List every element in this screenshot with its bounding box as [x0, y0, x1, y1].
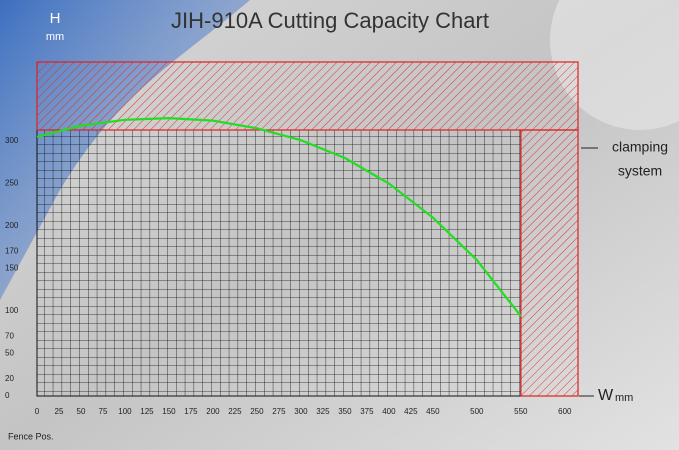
x-tick-label: 350	[338, 407, 352, 416]
background-circle	[550, 0, 679, 130]
capacity-grid	[36, 129, 522, 397]
x-tick-label: 125	[140, 407, 154, 416]
x-tick-label: 375	[360, 407, 374, 416]
y-tick-label: 150	[5, 264, 19, 273]
footer: Fence Pos.	[8, 431, 54, 441]
x-tick-label: 50	[77, 407, 86, 416]
y-tick-label: 20	[5, 374, 14, 383]
x-tick-label: 0	[35, 407, 40, 416]
y-tick-label: 50	[5, 349, 14, 358]
chart-title: JIH-910A Cutting Capacity Chart	[171, 8, 489, 33]
annotation: system	[618, 163, 662, 179]
x-tick-label: 225	[228, 407, 242, 416]
y-tick-label: 200	[5, 221, 19, 230]
x-tick-label: 250	[250, 407, 264, 416]
y-axis-unit: mm	[46, 31, 64, 43]
x-tick-label: 200	[206, 407, 220, 416]
y-tick-label: 100	[5, 306, 19, 315]
y-tick-label: 170	[5, 247, 19, 256]
y-tick-label: 300	[5, 136, 19, 145]
x-tick-label: 25	[55, 407, 64, 416]
x-axis-unit: mm	[615, 392, 633, 404]
y-axis-label: H	[50, 10, 61, 27]
x-tick-label: 75	[99, 407, 108, 416]
x-tick-label: 550	[514, 407, 528, 416]
clamping-zone	[520, 129, 579, 397]
x-tick-label: 500	[470, 407, 484, 416]
annotation: clamping	[612, 139, 668, 155]
capacity-curve	[36, 116, 522, 317]
x-tick-label: 400	[382, 407, 396, 416]
x-tick-label: 325	[316, 407, 330, 416]
x-tick-label: 150	[162, 407, 176, 416]
x-tick-label: 275	[272, 407, 286, 416]
x-tick-label: 300	[294, 407, 308, 416]
x-tick-label: 100	[118, 407, 132, 416]
x-tick-label: 600	[558, 407, 572, 416]
x-axis-label: W	[598, 387, 614, 404]
y-tick-label: 0	[5, 391, 10, 400]
x-tick-label: 425	[404, 407, 418, 416]
y-tick-label: 70	[5, 332, 14, 341]
x-tick-label: 450	[426, 407, 440, 416]
x-tick-label: 175	[184, 407, 198, 416]
y-tick-label: 250	[5, 179, 19, 188]
